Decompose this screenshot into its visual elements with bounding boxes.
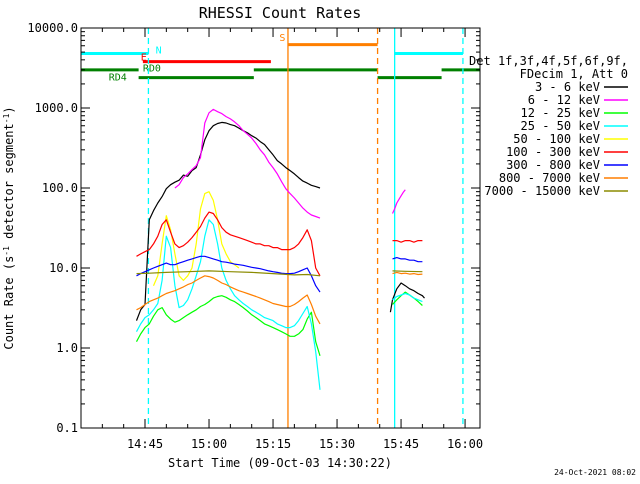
y-axis-label-part: ) [2,106,16,113]
series-line [392,291,423,306]
series-line [152,191,240,286]
legend-header-line: FDecim 1, Att 0 [520,67,628,81]
y-tick-label: 0.1 [56,421,78,435]
series-line [135,121,321,321]
series-line [174,108,321,219]
series-line [392,257,423,263]
y-axis-label-exponent: -1 [2,246,11,256]
x-tick-label: 15:30 [319,437,355,451]
series-line [136,211,321,277]
flag-label-rd0: RD0 [143,64,161,75]
legend: Det 1f,3f,4f,5f,6f,9f, FDecim 1, Att 0 3… [469,54,628,198]
y-axis-label-exponent: -1 [2,113,11,123]
x-tick-label: 14:45 [127,437,163,451]
x-axis-label: Start Time (09-Oct-03 14:30:22) [168,456,392,470]
generated-timestamp: 24-Oct-2021 08:02 [554,468,636,477]
plot-frame [80,27,481,429]
legend-item-label: 25 - 50 keV [521,119,600,133]
series-lines [135,108,425,390]
series-line [389,282,425,313]
flag-label-e: E [141,53,147,64]
y-tick-label: 100.0 [42,181,78,195]
chart-title: RHESSI Count Rates [199,4,362,22]
series-line [392,292,423,303]
legend-item-label: 6 - 12 keV [528,93,600,107]
y-tick-label: 1.0 [56,341,78,355]
y-axis-ticks: 0.1 1.0 10.0 100.0 1000.0 10000.0 [27,21,480,435]
y-axis-label: Count Rate (s-1 detector segment-1) [2,106,17,349]
series-line [136,275,321,325]
series-line [135,295,321,356]
series-line [391,189,406,214]
x-tick-label: 16:00 [447,437,483,451]
legend-item-label: 100 - 300 keV [506,145,600,159]
series-line [135,219,321,390]
legend-item-label: 3 - 6 keV [535,80,600,94]
series-line [136,255,321,293]
y-axis-label-part: Count Rate (s [2,256,16,350]
x-axis-ticks: 14:45 15:00 15:15 15:30 15:45 16:00 [101,28,483,451]
legend-item-label: 800 - 7000 keV [499,171,600,185]
x-tick-label: 15:15 [255,437,291,451]
y-tick-label: 10000.0 [27,21,78,35]
legend-item-label: 12 - 25 keV [521,106,600,120]
legend-item-label: 7000 - 15000 keV [484,184,600,198]
flag-label-n: N [156,46,162,57]
series-line [392,240,423,243]
y-axis-label-part: detector segment [2,123,16,246]
y-tick-label: 1000.0 [35,101,78,115]
legend-item-label: 50 - 100 keV [513,132,600,146]
x-tick-label: 15:45 [383,437,419,451]
legend-item-label: 300 - 800 keV [506,158,600,172]
y-tick-label: 10.0 [49,261,78,275]
flag-label-s: S [279,33,285,44]
x-tick-label: 15:00 [191,437,227,451]
series-line [392,271,423,276]
flag-label-rd4: RD4 [109,73,127,84]
series-line [392,270,423,273]
series-line [136,270,321,277]
legend-header-line: Det 1f,3f,4f,5f,6f,9f, [469,54,628,68]
